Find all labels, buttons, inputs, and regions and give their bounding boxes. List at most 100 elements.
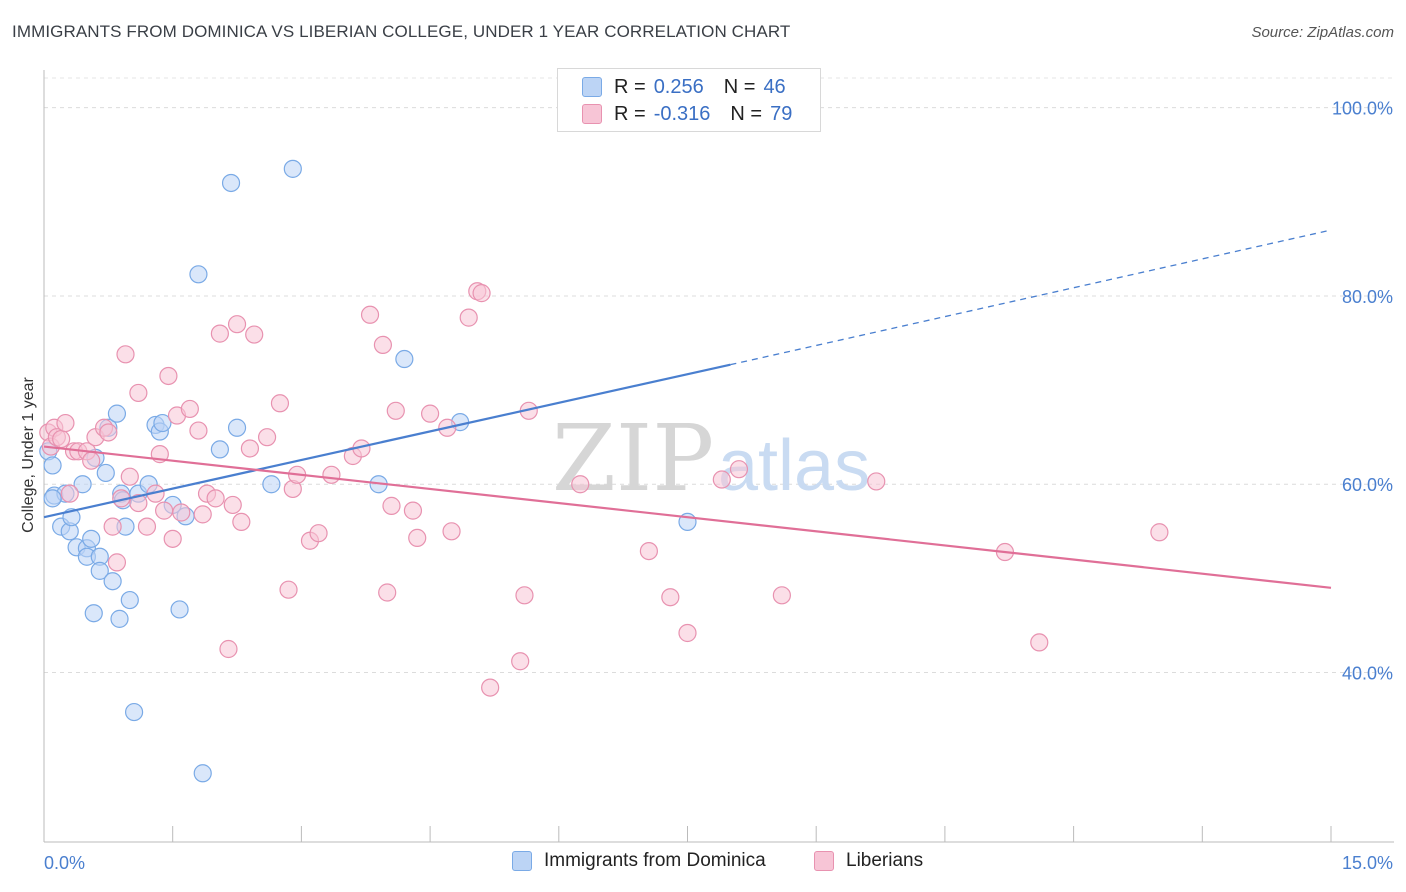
dominica-point [210, 440, 229, 459]
liberian-point [867, 472, 886, 491]
liberian-point [571, 475, 590, 494]
y-tick-label: 80.0% [1342, 287, 1393, 307]
gridlines [44, 77, 1394, 674]
liberian-point [403, 501, 423, 520]
series-label-liberians: Liberians [846, 850, 924, 871]
dominica-trend-extension [730, 229, 1332, 366]
trend-lines [43, 229, 1332, 589]
data-points [39, 159, 1169, 783]
dominica-point [107, 404, 127, 423]
liberian-point [1150, 523, 1169, 542]
liberian-point [223, 495, 242, 515]
legend-r-label: R = [614, 75, 646, 98]
liberian-point [120, 467, 139, 486]
liberian-point [107, 553, 127, 572]
dominica-point [73, 475, 92, 494]
x-tick-label: 15.0% [1342, 853, 1393, 873]
liberian-point [360, 305, 380, 324]
liberian-point [103, 517, 122, 536]
liberian-point [270, 394, 290, 413]
liberian-point [163, 529, 182, 548]
liberian-point [99, 423, 118, 442]
liberian-point [408, 528, 427, 548]
legend-n-label: N = [730, 102, 763, 125]
legend-n-value: 46 [763, 75, 786, 98]
liberian-point [155, 501, 174, 520]
dominica-point [120, 590, 139, 610]
liberian-point [60, 484, 79, 503]
source-credit: Source: ZipAtlas.com [1251, 24, 1394, 41]
dominica-point [43, 489, 62, 508]
liberian-point [472, 284, 491, 303]
dominica-point [221, 173, 241, 193]
watermark-zip: ZIP [552, 405, 714, 512]
liberian-point [712, 470, 731, 489]
liberian-point [322, 465, 341, 484]
dominica-point [124, 702, 144, 722]
series-swatch-dominica [512, 851, 532, 871]
liberian-point [279, 580, 298, 599]
liberian-point [678, 623, 697, 643]
dominica-point [43, 456, 62, 475]
series-legend-dominica: Immigrants from Dominica [512, 850, 766, 872]
dominica-point [110, 609, 129, 628]
liberian-point [373, 335, 393, 355]
dominica-point [193, 764, 212, 783]
liberian-point [219, 639, 238, 659]
liberian-point [421, 404, 440, 423]
liberian-point [386, 401, 405, 420]
liberian-point [481, 678, 500, 697]
liberian-point [378, 583, 397, 602]
liberian-point [309, 524, 328, 543]
legend-n-value: 79 [770, 102, 793, 125]
legend-r-label: R = [614, 102, 646, 125]
liberian-point [1030, 633, 1049, 652]
liberian-point [232, 512, 251, 532]
liberian-point [515, 586, 534, 605]
legend-r-value: 0.256 [653, 75, 704, 98]
liberian-point [240, 439, 260, 458]
legend-n-label: N = [723, 75, 756, 98]
dominica-point [395, 349, 414, 369]
dominica-point [283, 159, 302, 178]
liberian-point [82, 451, 101, 470]
series-swatch-liberians [814, 851, 834, 871]
liberian-point [227, 315, 247, 334]
tick-labels: 40.0% 60.0% 80.0% 100.0% 0.0% 15.0% [44, 99, 1393, 873]
dominica-point [84, 604, 103, 623]
legend-r-value: -0.316 [653, 102, 711, 125]
liberian-point [180, 399, 199, 419]
liberian-point [129, 493, 148, 513]
dominica-point [82, 529, 101, 548]
liberian-trend-line [43, 445, 1332, 589]
liberian-point [511, 652, 530, 671]
liberian-point [116, 345, 135, 364]
dominica-point [170, 600, 189, 619]
legend-row-dominica: R = 0.256 N = 46 [582, 75, 786, 99]
liberian-point [257, 428, 277, 447]
dominica-point [90, 561, 109, 580]
liberian-point [206, 489, 225, 508]
dominica-point [103, 572, 122, 591]
liberian-point [245, 325, 264, 344]
liberian-point [639, 541, 658, 561]
liberian-point [129, 383, 148, 403]
dominica-point [96, 463, 115, 483]
legend-swatch-liberians [582, 104, 602, 124]
legend-swatch-dominica [582, 77, 602, 97]
dominica-point [227, 418, 247, 437]
y-axis-label: College, Under 1 year [20, 377, 37, 533]
liberian-point [661, 588, 680, 607]
liberian-point [172, 503, 191, 522]
series-label-dominica: Immigrants from Dominica [544, 850, 766, 871]
liberian-point [729, 460, 749, 479]
y-tick-label: 100.0% [1332, 99, 1393, 119]
liberian-point [159, 366, 178, 386]
correlation-legend: R = 0.256 N = 46 R = -0.316 N = 79 [557, 68, 821, 132]
liberian-point [772, 586, 791, 605]
dominica-point [153, 413, 172, 433]
liberian-point [459, 308, 478, 327]
chart-title: IMMIGRANTS FROM DOMINICA VS LIBERIAN COL… [12, 22, 791, 41]
liberian-point [137, 517, 157, 536]
